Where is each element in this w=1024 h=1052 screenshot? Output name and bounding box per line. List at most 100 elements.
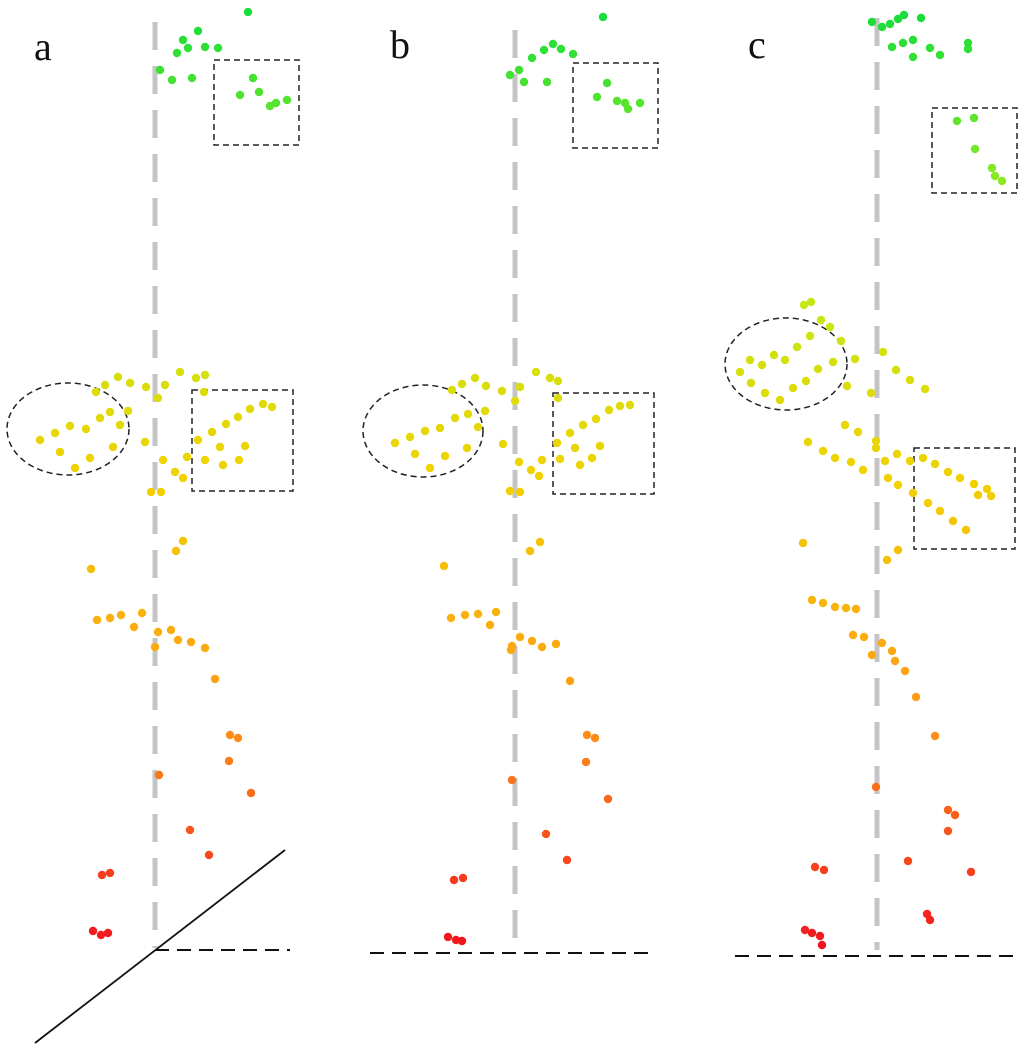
scatter-point [598,12,608,22]
scatter-point [542,77,552,87]
panel-a-left-ellipse [6,382,130,476]
scatter-point [186,637,196,647]
scatter-point [817,940,827,950]
scatter-point [178,473,188,483]
scatter-point [825,322,835,332]
scatter-point [234,455,244,465]
scatter-point [95,413,105,423]
scatter-point [592,92,602,102]
scatter-point [50,428,60,438]
scatter-point [819,865,829,875]
scatter-point [760,388,770,398]
scatter-point [556,44,566,54]
scatter-point [70,463,80,473]
scatter-point [221,419,231,429]
scatter-point [853,427,863,437]
scatter-point [462,443,472,453]
scatter-point [848,630,858,640]
scatter-point [603,794,613,804]
scatter-point [103,928,113,938]
scatter-point [460,610,470,620]
scatter-point [215,442,225,452]
panel-c-top-box [931,107,1018,194]
scatter-point [818,446,828,456]
panel-b-guides: b [362,22,659,954]
scatter-point [970,144,980,154]
scatter-point [635,98,645,108]
scatter-point [591,414,601,424]
scatter-point [908,52,918,62]
scatter-point [866,388,876,398]
scatter-point [746,378,756,388]
scatter-point [961,525,971,535]
scatter-point [885,19,895,29]
panel-a-diagonal-line [34,849,286,1044]
scatter-point [842,381,852,391]
scatter-point [123,406,133,416]
scatter-point [113,372,123,382]
scatter-point [200,643,210,653]
scatter-point [265,101,275,111]
scatter-point [481,381,491,391]
scatter-point [925,43,935,53]
scatter-point [986,491,996,501]
scatter-point [457,936,467,946]
scatter-point [745,355,755,365]
scatter-point [225,730,235,740]
scatter-point [233,733,243,743]
scatter-point [88,926,98,936]
scatter-point [193,26,203,36]
scatter-point [898,38,908,48]
scatter-point [514,457,524,467]
scatter-point [146,487,156,497]
scatter-point [443,932,453,942]
scatter-point [160,380,170,390]
scatter-point [537,642,547,652]
scatter-point [541,829,551,839]
scatter-point [463,409,473,419]
scatter-point [129,622,139,632]
scatter-point [903,856,913,866]
scatter-point [105,868,115,878]
scatter-point [158,455,168,465]
scatter-point [816,315,826,325]
scatter-point [439,561,449,571]
scatter-point [405,432,415,442]
scatter-point [882,555,892,565]
scatter-point [908,488,918,498]
scatter-point [892,449,902,459]
scatter-point [806,297,816,307]
scatter-point [172,48,182,58]
scatter-point [65,421,75,431]
scatter-point [620,98,630,108]
scatter-point [590,733,600,743]
scatter-point [213,43,223,53]
scatter-point [575,460,585,470]
scatter-point [527,636,537,646]
scatter-point [955,473,965,483]
scatter-point [780,355,790,365]
scatter-point [100,380,110,390]
scatter-point [116,610,126,620]
scatter-point [877,638,887,648]
scatter-point [570,443,580,453]
scatter-point [200,42,210,52]
scatter-point [846,457,856,467]
scatter-point [943,826,953,836]
scatter-point [204,850,214,860]
scatter-point [141,382,151,392]
scatter-point [170,467,180,477]
scatter-point [997,176,1007,186]
panel-b-right-box [552,392,655,495]
scatter-point [803,437,813,447]
scatter-point [836,336,846,346]
scatter-point [108,442,118,452]
scatter-point [798,538,808,548]
scatter-point [240,441,250,451]
scatter-point [948,516,958,526]
scatter-point [840,420,850,430]
scatter-point [818,598,828,608]
scatter-point [535,537,545,547]
scatter-point [899,10,909,20]
